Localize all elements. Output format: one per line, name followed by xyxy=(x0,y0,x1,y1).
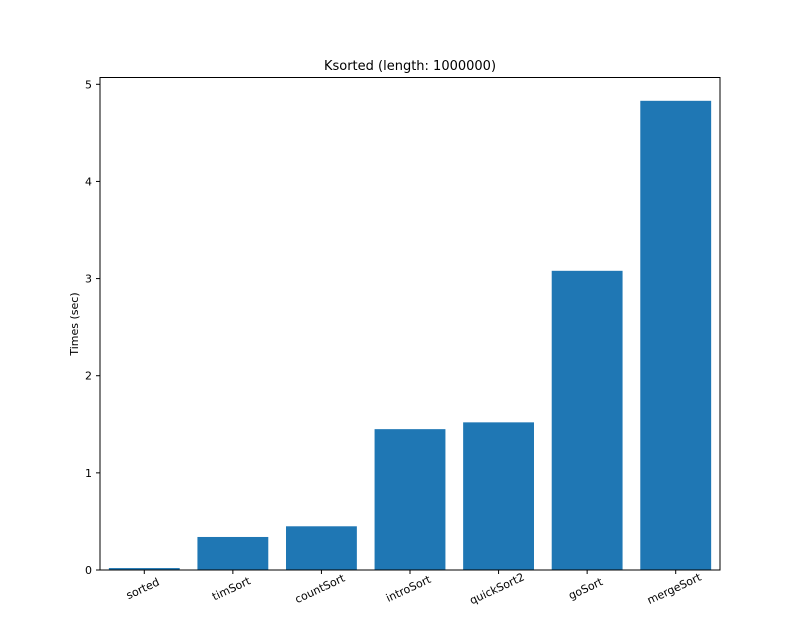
bar-goSort xyxy=(551,270,623,570)
y-tick-label: 5 xyxy=(85,78,92,91)
bar-introSort xyxy=(374,429,446,570)
bars-layer xyxy=(108,100,712,570)
bar-mergeSort xyxy=(640,100,712,570)
y-axis-label: Times (sec) xyxy=(68,292,81,356)
y-tick-label: 0 xyxy=(85,564,92,577)
chart-title: Ksorted (length: 1000000) xyxy=(324,59,496,74)
y-tick-label: 4 xyxy=(85,175,92,188)
bar-sorted xyxy=(108,568,180,570)
y-tick-label: 3 xyxy=(85,273,92,286)
y-tick-label: 2 xyxy=(85,370,92,383)
y-axis-ticks: 0 1 2 3 4 5 xyxy=(85,78,100,577)
bar-quickSort2 xyxy=(463,422,534,570)
y-tick-label: 1 xyxy=(85,467,92,480)
plot-area-frame xyxy=(99,77,721,571)
bar-timSort xyxy=(197,536,269,570)
bar-countSort xyxy=(286,526,357,570)
